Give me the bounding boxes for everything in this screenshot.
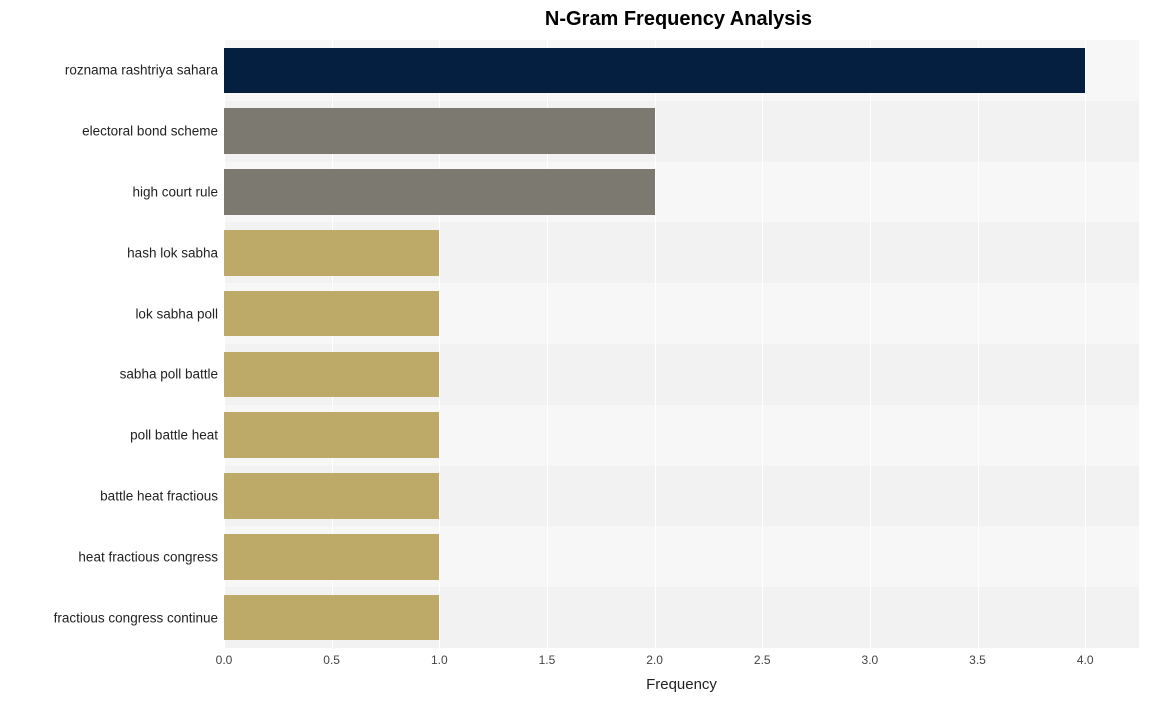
x-tick-label: 1.5 xyxy=(539,653,556,667)
bar xyxy=(224,352,439,398)
bar xyxy=(224,595,439,641)
ngram-frequency-chart: N-Gram Frequency Analysis roznama rashtr… xyxy=(8,8,1149,693)
x-axis-title: Frequency xyxy=(224,676,1139,693)
x-gridline xyxy=(655,40,656,648)
y-tick-label: lok sabha poll xyxy=(135,306,218,321)
x-tick-label: 0.0 xyxy=(216,653,233,667)
x-tick-label: 0.5 xyxy=(323,653,340,667)
x-axis-tick-labels: 0.00.51.01.52.02.53.03.54.0 xyxy=(224,653,1139,671)
bar xyxy=(224,412,439,458)
y-tick-label: roznama rashtriya sahara xyxy=(65,63,218,78)
y-tick-label: electoral bond scheme xyxy=(82,124,218,139)
bar xyxy=(224,48,1085,94)
x-tick-label: 4.0 xyxy=(1077,653,1094,667)
y-tick-label: hash lok sabha xyxy=(127,245,218,260)
y-tick-label: sabha poll battle xyxy=(120,367,218,382)
y-tick-label: fractious congress continue xyxy=(54,610,218,625)
x-gridline xyxy=(870,40,871,648)
bar xyxy=(224,108,655,154)
bar xyxy=(224,534,439,580)
bar xyxy=(224,169,655,215)
plot-area xyxy=(224,40,1139,648)
x-gridline xyxy=(978,40,979,648)
y-tick-label: poll battle heat xyxy=(130,428,218,443)
x-tick-label: 3.0 xyxy=(862,653,879,667)
bar xyxy=(224,291,439,337)
y-tick-label: heat fractious congress xyxy=(78,549,218,564)
x-tick-label: 3.5 xyxy=(969,653,986,667)
y-tick-label: high court rule xyxy=(132,185,218,200)
bar xyxy=(224,473,439,519)
x-gridline xyxy=(1085,40,1086,648)
chart-title: N-Gram Frequency Analysis xyxy=(8,8,1149,31)
y-axis-labels: roznama rashtriya sahara electoral bond s… xyxy=(8,40,218,648)
x-tick-label: 2.0 xyxy=(646,653,663,667)
bar xyxy=(224,230,439,276)
x-tick-label: 1.0 xyxy=(431,653,448,667)
x-tick-label: 2.5 xyxy=(754,653,771,667)
y-tick-label: battle heat fractious xyxy=(100,489,218,504)
x-gridline xyxy=(762,40,763,648)
